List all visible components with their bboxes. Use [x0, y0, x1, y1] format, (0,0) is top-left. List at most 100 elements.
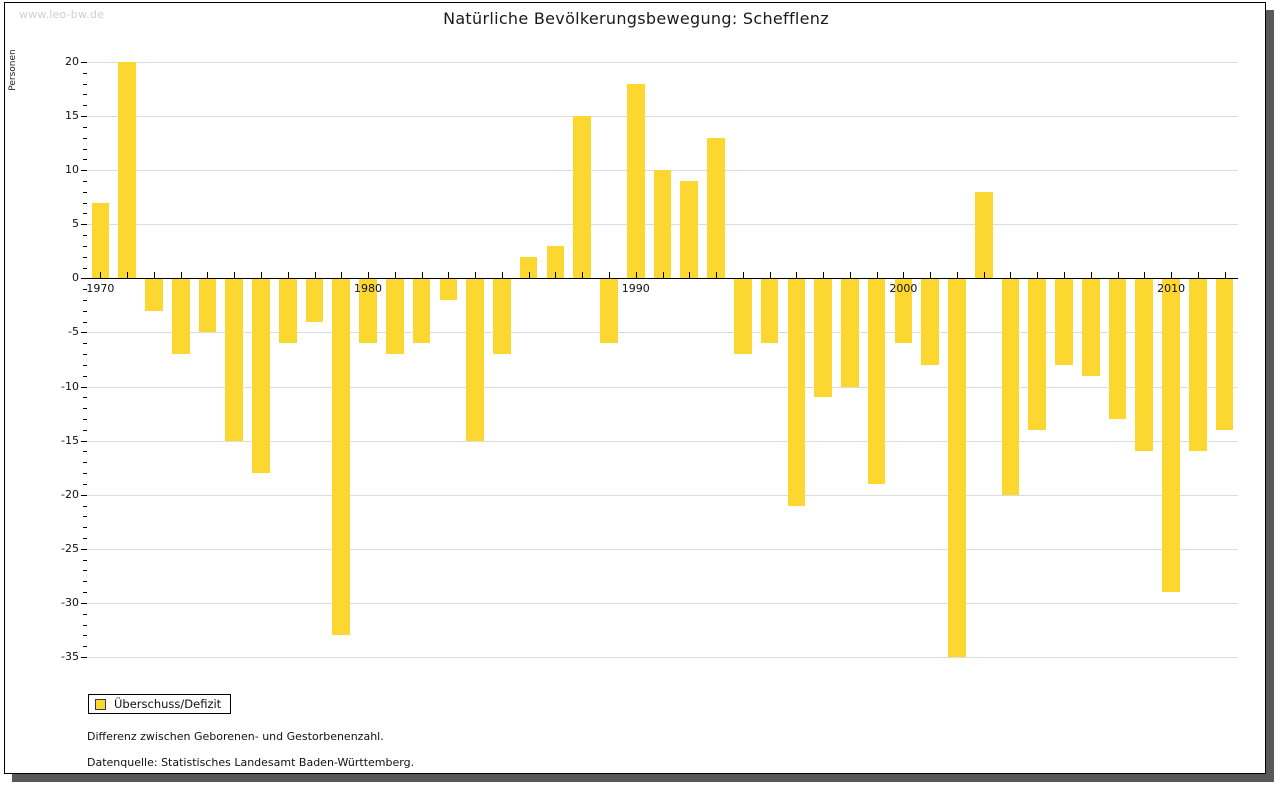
chart-bar[interactable]: [385, 278, 404, 355]
chart-bar[interactable]: [894, 278, 913, 344]
chart-bar[interactable]: [733, 278, 752, 355]
page-title: Natürliche Bevölkerungsbewegung: Scheffl…: [443, 9, 829, 28]
chart-bar[interactable]: [225, 278, 244, 441]
x-axis-tick: [608, 272, 610, 279]
chart-bar[interactable]: [519, 256, 538, 279]
x-axis-tick: [903, 272, 905, 279]
chart-bar[interactable]: [252, 278, 270, 474]
x-axis-tick: [769, 272, 771, 279]
chart-bar[interactable]: [1001, 278, 1020, 495]
chart-bar[interactable]: [332, 278, 351, 636]
chart-bar[interactable]: [1028, 278, 1047, 430]
chart-legend[interactable]: Überschuss/Defizit: [88, 694, 232, 714]
gridline: [87, 332, 1238, 334]
chart-bar[interactable]: [439, 278, 458, 300]
y-axis-tick-label: 5: [72, 217, 79, 231]
x-axis-tick: [1037, 272, 1039, 279]
chart-bar[interactable]: [1135, 278, 1154, 452]
y-axis-minor-tick: [83, 300, 87, 301]
x-axis-tick: [180, 272, 182, 279]
figure-shadow-bottom: [12, 774, 1274, 782]
y-axis-minor-tick: [83, 321, 87, 323]
x-axis-tick: [394, 272, 396, 279]
y-axis-tick: [81, 170, 87, 172]
x-axis-tick: [956, 272, 958, 279]
chart-bar[interactable]: [600, 278, 618, 344]
chart-bar[interactable]: [1215, 278, 1234, 430]
chart-bar[interactable]: [493, 278, 511, 355]
chart-bar[interactable]: [814, 278, 832, 398]
chart-bar[interactable]: [841, 278, 859, 387]
chart-bar[interactable]: [921, 278, 939, 365]
watermark-text: www.leo-bw.de: [19, 8, 105, 21]
y-axis-tick-label: -35: [61, 650, 79, 663]
chart-bar[interactable]: [91, 202, 110, 279]
x-axis-tick: [234, 272, 236, 279]
x-axis-tick: [582, 272, 584, 279]
x-axis-tick: [287, 272, 289, 279]
x-axis-tick: [341, 272, 343, 279]
chart-bar[interactable]: [760, 278, 779, 344]
x-axis-tick: [1144, 272, 1146, 279]
x-axis-tick: [501, 272, 503, 279]
chart-bar[interactable]: [305, 278, 324, 322]
y-axis-minor-tick: [83, 397, 87, 399]
chart-bar[interactable]: [466, 278, 484, 441]
chart-bar[interactable]: [1108, 278, 1127, 419]
gridline: [87, 386, 1238, 388]
chart-bar[interactable]: [412, 278, 431, 344]
chart-bar[interactable]: [1189, 278, 1207, 452]
chart-bar[interactable]: [1162, 278, 1180, 593]
y-axis-minor-tick: [83, 72, 87, 74]
x-axis-tick: [796, 272, 798, 279]
chart-bar[interactable]: [198, 278, 217, 333]
chart-bar[interactable]: [974, 191, 993, 279]
footnote-source: Datenquelle: Statistisches Landesamt Bad…: [87, 756, 415, 769]
chart-bar[interactable]: [118, 62, 136, 279]
chart-bar[interactable]: [653, 170, 672, 279]
chart-bar[interactable]: [171, 278, 190, 355]
chart-bar[interactable]: [680, 181, 699, 279]
chart-bar[interactable]: [707, 137, 725, 279]
chart-bar[interactable]: [787, 278, 806, 506]
x-axis-tick: [689, 272, 691, 279]
gridline: [87, 657, 1238, 658]
x-axis-ticks: 1970 1980 1990 2000 2010: [86, 272, 1238, 308]
x-axis-tick: [1064, 272, 1065, 279]
y-axis-minor-tick: [83, 289, 87, 291]
y-axis-minor-tick: [83, 473, 87, 475]
y-axis-tick-label: -30: [61, 595, 79, 609]
y-axis-minor-tick: [83, 245, 87, 247]
y-axis-minor-tick: [83, 375, 87, 377]
chart-bar[interactable]: [278, 278, 297, 344]
chart-bar[interactable]: [145, 278, 163, 311]
chart-bar[interactable]: [948, 278, 966, 657]
y-axis-tick: [81, 602, 87, 604]
y-axis-tick: [81, 116, 87, 118]
chart-bar[interactable]: [573, 116, 592, 279]
x-axis-tick: [1010, 272, 1012, 279]
gridline: [87, 62, 1238, 63]
y-axis-tick-label: 15: [65, 109, 79, 123]
chart-figure-frame: www.leo-bw.de Natürliche Bevölkerungsbew…: [4, 2, 1266, 774]
y-axis-minor-tick: [83, 137, 87, 139]
y-axis-minor-tick: [83, 267, 87, 269]
chart-bar[interactable]: [546, 245, 565, 279]
chart-bar[interactable]: [1055, 278, 1073, 365]
y-axis-tick: [81, 657, 87, 658]
y-axis-tick: [81, 224, 87, 226]
y-axis-minor-tick: [83, 592, 87, 594]
chart-bar[interactable]: [1081, 278, 1100, 376]
y-axis-minor-tick: [83, 646, 87, 648]
chart-bar[interactable]: [359, 278, 377, 344]
y-axis-tick: [81, 440, 87, 442]
y-axis-minor-tick: [83, 419, 87, 420]
y-axis-minor-tick: [83, 126, 87, 128]
y-axis-minor-tick: [83, 159, 87, 161]
y-axis-minor-tick: [83, 635, 87, 637]
chart-bar[interactable]: [626, 83, 645, 279]
x-axis-tick: [528, 272, 530, 279]
y-axis-minor-tick: [83, 83, 87, 85]
x-axis-tick: [260, 272, 262, 279]
chart-bar[interactable]: [867, 278, 886, 484]
